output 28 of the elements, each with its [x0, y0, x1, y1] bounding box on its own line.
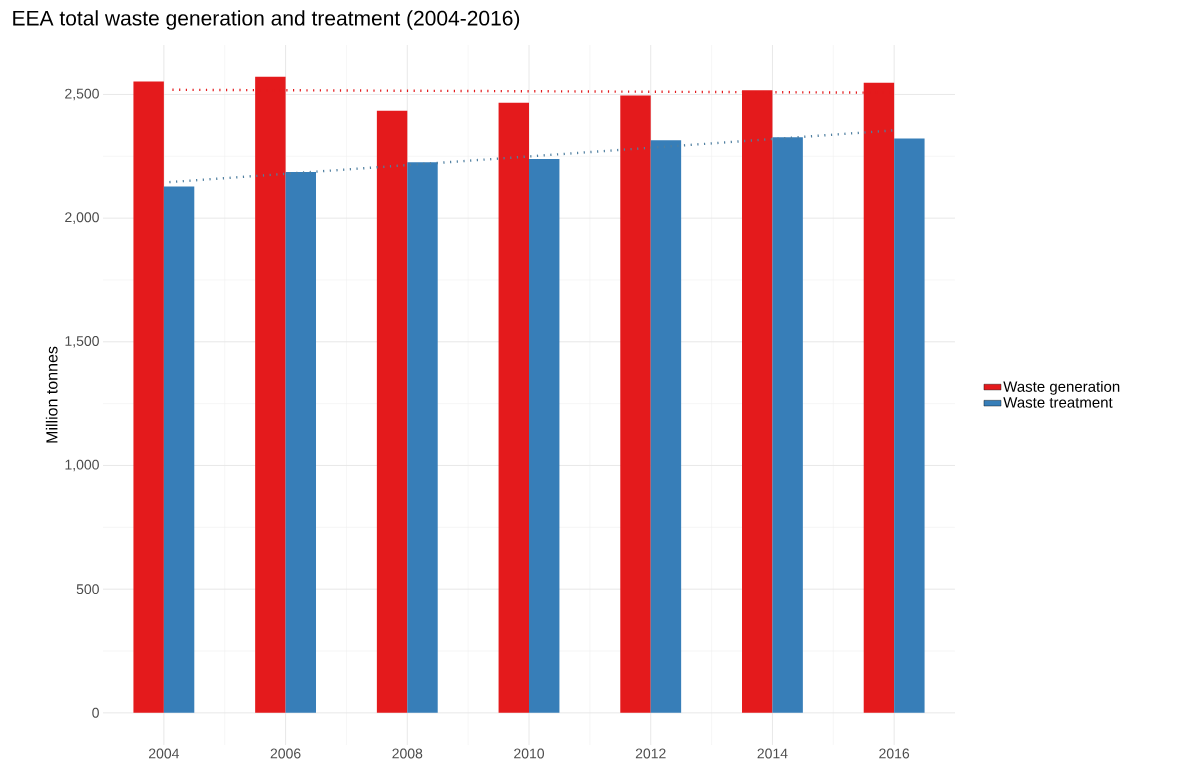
- y-tick-label: 1,000: [65, 459, 99, 472]
- legend-label: Waste treatment: [1003, 397, 1113, 408]
- y-axis-title: Million tonnes: [45, 346, 58, 443]
- bar: [529, 159, 560, 713]
- bar: [650, 140, 682, 713]
- bar: [407, 162, 438, 713]
- bar: [772, 137, 803, 713]
- x-tick-label: 2004: [149, 748, 180, 759]
- y-tick-label: 2,000: [65, 212, 99, 224]
- legend-label: Waste generation: [1003, 380, 1120, 395]
- x-tick-label: 2008: [392, 748, 423, 759]
- x-tick-label: 2016: [879, 748, 910, 759]
- x-tick-label: 2006: [270, 748, 301, 759]
- chart-title: EEA total waste generation and treatment (2004-2016): [13, 10, 520, 30]
- bar: [133, 81, 164, 713]
- bar: [163, 186, 195, 713]
- y-tick-label: 500: [76, 584, 99, 595]
- x-tick-label: 2014: [757, 748, 788, 759]
- y-tick-label: 2,500: [65, 88, 99, 101]
- y-tick-label: 0: [92, 707, 99, 718]
- x-tick-label: 2012: [635, 748, 666, 759]
- x-tick-label: 2010: [514, 748, 545, 759]
- bar: [285, 171, 317, 713]
- bar: [376, 110, 408, 713]
- bar: [498, 102, 530, 713]
- bar: [620, 95, 651, 713]
- bar: [894, 138, 925, 713]
- y-tick-label: 1,500: [65, 336, 99, 348]
